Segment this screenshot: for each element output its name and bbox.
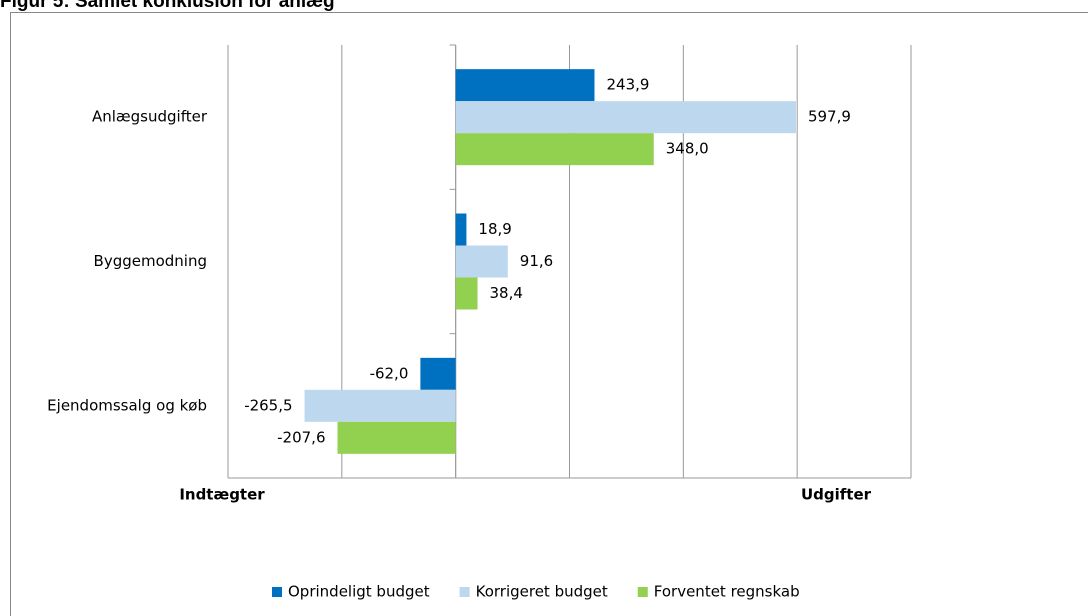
bar: [420, 357, 456, 390]
bar: [455, 101, 796, 134]
legend-label: Oprindeligt budget: [288, 583, 430, 601]
data-label: 348,0: [666, 140, 709, 158]
bar: [337, 421, 456, 454]
legend-label: Forventet regnskab: [654, 583, 800, 601]
data-label: -265,5: [244, 396, 292, 414]
bar: [455, 213, 467, 246]
chart-frame: [10, 12, 1088, 616]
data-label: 38,4: [490, 284, 523, 302]
data-label: 243,9: [606, 76, 649, 94]
bar: [455, 133, 654, 166]
data-label: 597,9: [808, 108, 851, 126]
y-tick-label: Anlægsudgifter: [92, 108, 208, 126]
bar: [304, 389, 456, 422]
data-label: 91,6: [520, 252, 553, 270]
legend-label: Korrigeret budget: [476, 583, 608, 601]
bar: [455, 69, 595, 102]
legend-swatch: [637, 587, 648, 597]
data-label: 18,9: [478, 220, 511, 238]
annotation: Indtægter: [179, 486, 265, 504]
chart-title: Figur 5: Samlet konklusion for anlæg: [0, 0, 335, 12]
data-label: -62,0: [370, 364, 409, 382]
data-label: -207,6: [277, 428, 325, 446]
legend-swatch: [272, 587, 282, 597]
legend-swatch: [459, 587, 470, 597]
bar: [455, 245, 508, 278]
annotation: Udgifter: [801, 486, 872, 504]
y-tick-label: Ejendomssalg og køb: [47, 396, 207, 414]
bar: [455, 277, 478, 310]
y-tick-label: Byggemodning: [94, 252, 207, 270]
